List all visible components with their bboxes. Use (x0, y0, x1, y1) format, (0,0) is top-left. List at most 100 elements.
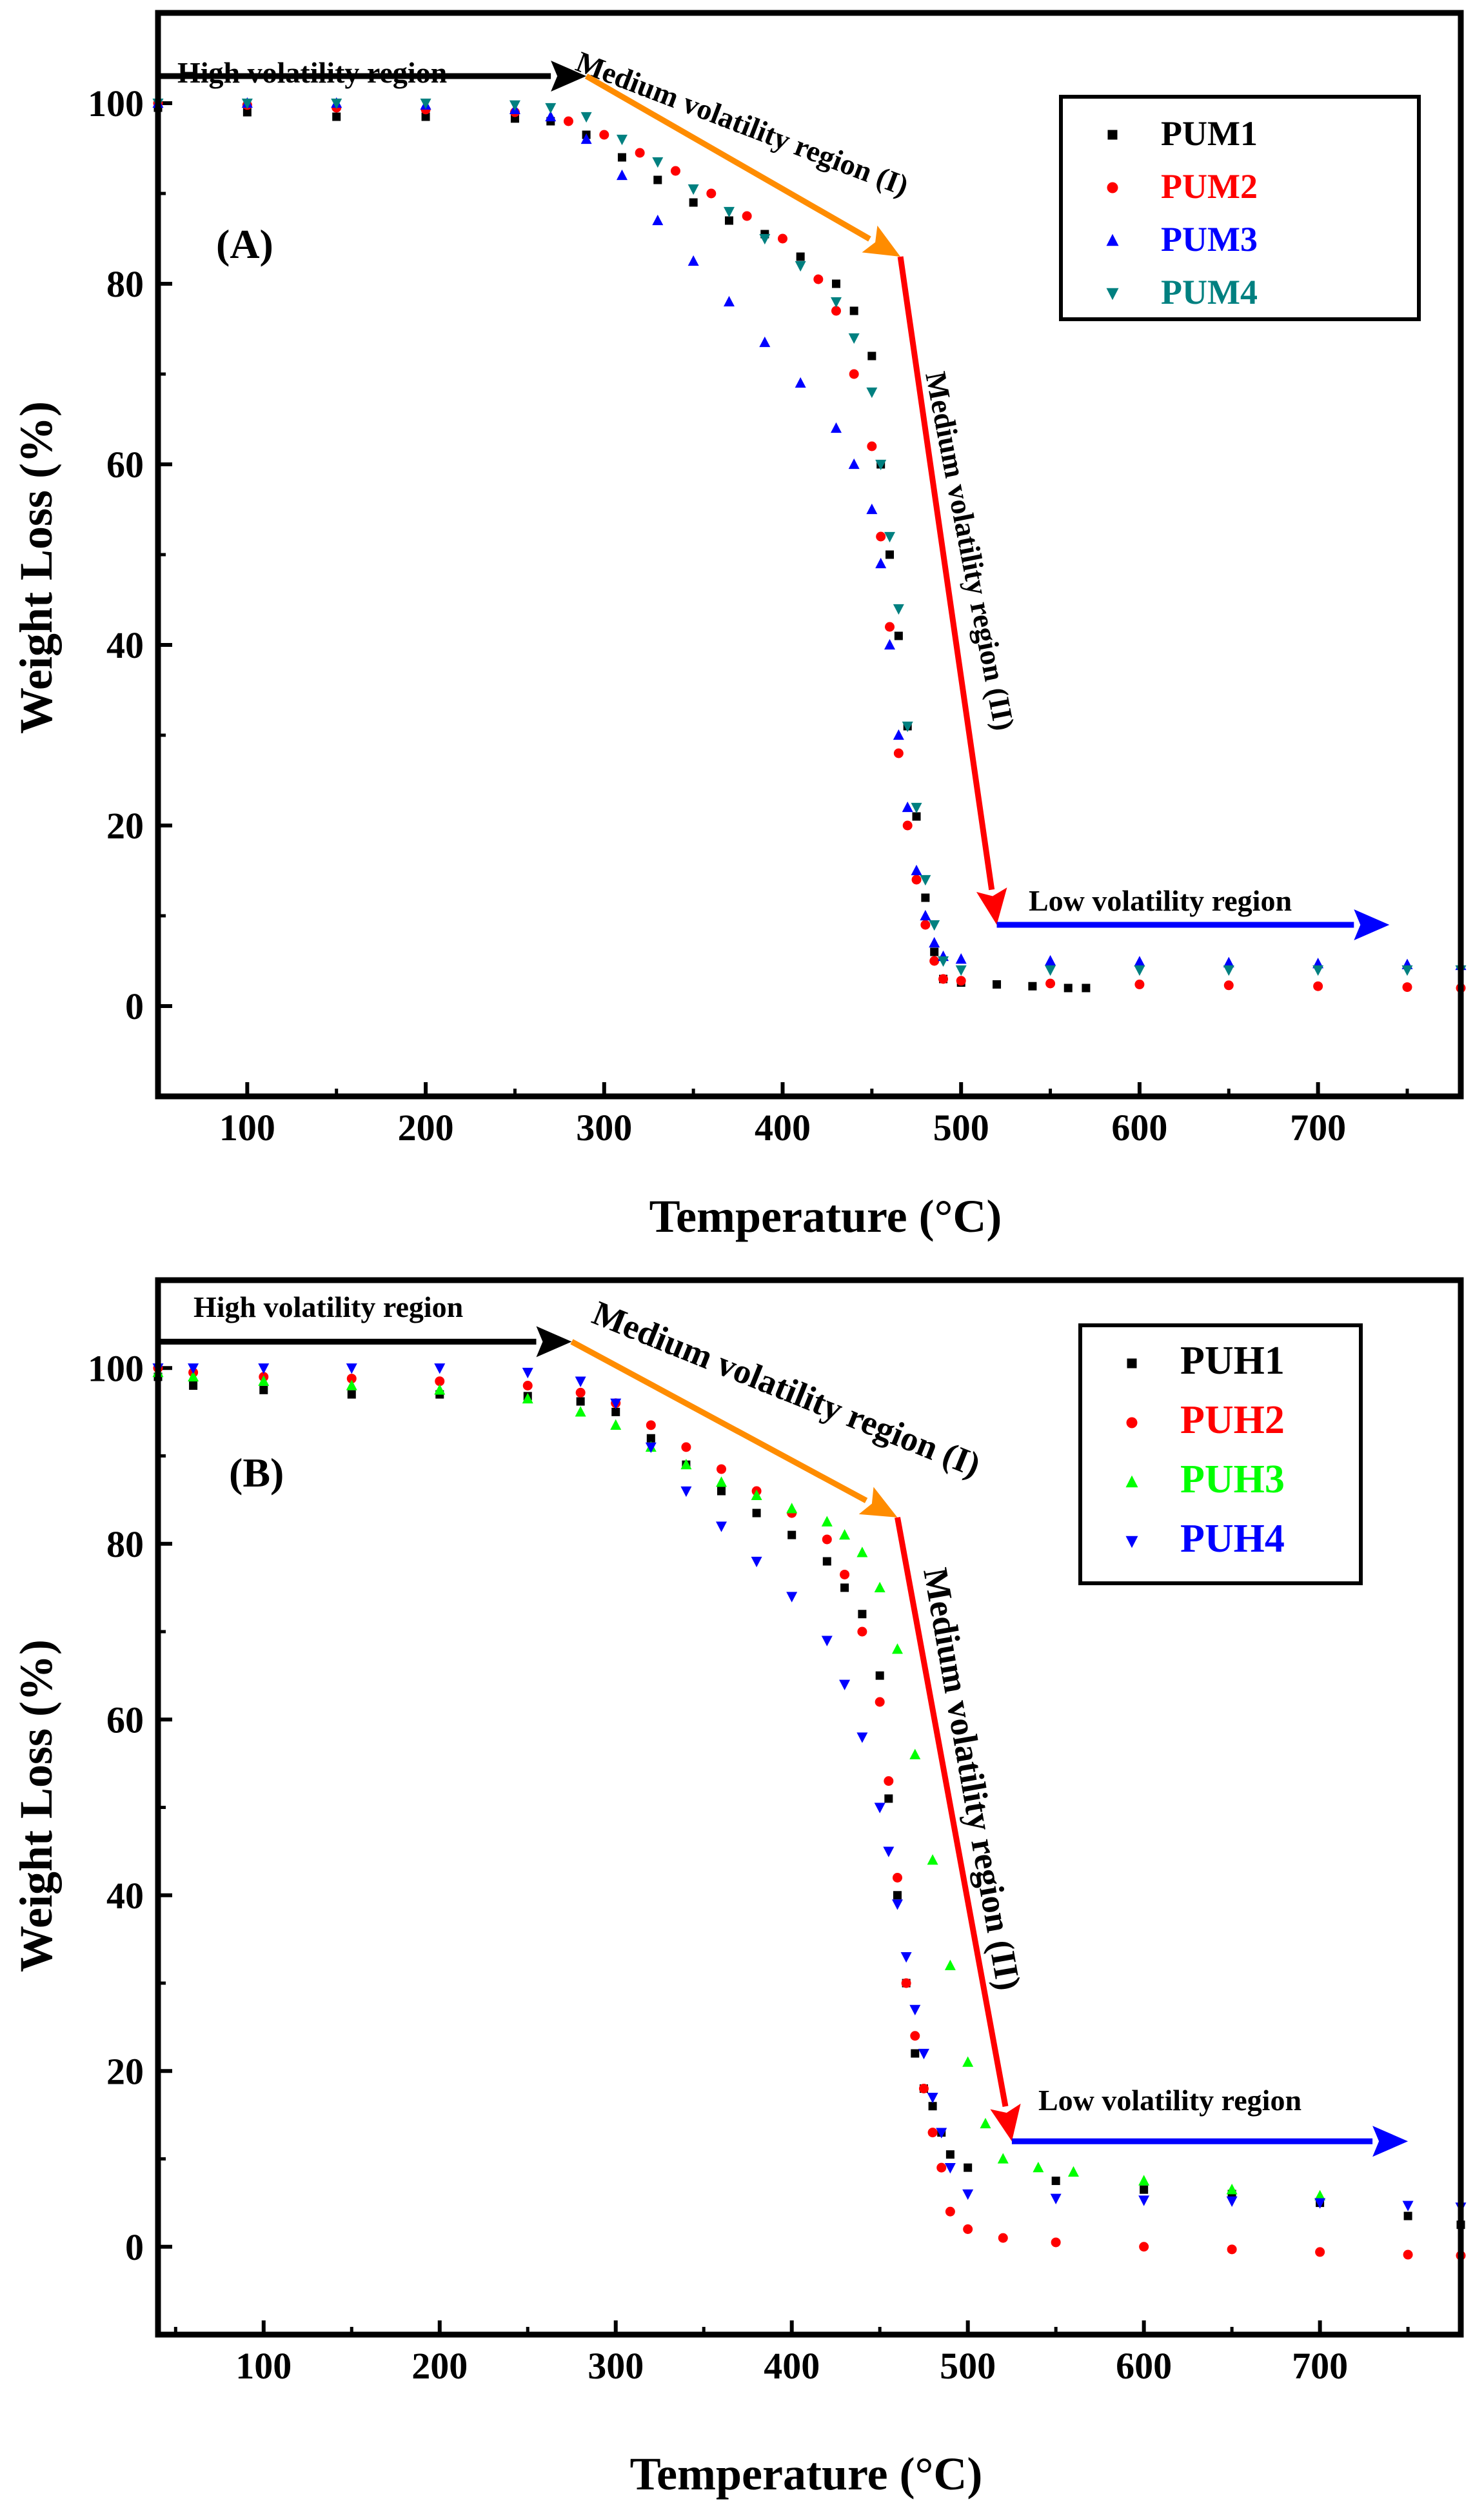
data-point (944, 1959, 956, 1970)
data-point (347, 1390, 356, 1399)
data-point (688, 255, 699, 266)
region-arrow (897, 256, 1007, 925)
legend-marker (1127, 1358, 1137, 1369)
data-point (1402, 2200, 1414, 2211)
data-point (616, 169, 628, 181)
data-point (866, 503, 878, 515)
legend-marker (1106, 288, 1119, 301)
data-point (653, 175, 662, 184)
data-point (936, 2128, 947, 2139)
data-point (635, 148, 645, 158)
legend-entry: PUH2 (1126, 1398, 1285, 1442)
data-point (884, 638, 896, 650)
data-point (839, 1528, 851, 1540)
data-point (331, 98, 342, 110)
data-point (1314, 2190, 1326, 2200)
data-point (706, 188, 717, 199)
data-point (893, 604, 904, 615)
data-point (795, 261, 806, 272)
y-tick-label: 80 (106, 1523, 144, 1565)
data-point (945, 2206, 955, 2217)
data-point (777, 233, 787, 244)
region-arrow (158, 61, 587, 92)
panel-a: (A) High volatility region Medium volati… (10, 10, 1467, 1242)
legend-entry: PUM3 (1106, 220, 1258, 259)
data-point (918, 2048, 929, 2060)
data-point (421, 112, 430, 121)
data-point (751, 1489, 762, 1500)
data-point (858, 1610, 867, 1619)
data-point (435, 1376, 445, 1387)
data-point (927, 2092, 938, 2104)
plot-frame (155, 10, 1464, 1100)
data-point (188, 1363, 199, 1374)
data-point (1403, 2211, 1412, 2220)
data-point (963, 2224, 973, 2234)
data-point (891, 1899, 903, 1910)
data-point (545, 103, 557, 114)
data-point (1227, 2244, 1237, 2255)
data-point (831, 306, 842, 316)
data-point (1067, 2166, 1079, 2177)
data-point (874, 1803, 885, 1814)
region-arrow (584, 74, 901, 257)
data-point (927, 1854, 938, 1865)
legend-marker (1125, 1536, 1138, 1548)
data-point (434, 1384, 446, 1395)
data-point (928, 2102, 937, 2111)
data-point (616, 134, 628, 146)
data-point (901, 1978, 911, 1988)
data-point (912, 812, 921, 821)
x-tick-label: 400 (764, 2345, 820, 2387)
x-tick-label: 200 (398, 1107, 454, 1149)
data-point (929, 936, 940, 948)
data-point (689, 198, 698, 207)
data-point (874, 1581, 885, 1593)
data-point (930, 947, 939, 956)
data-point (258, 1363, 270, 1374)
data-point (821, 1636, 833, 1646)
legend-label: PUM3 (1161, 220, 1258, 259)
data-point (831, 297, 842, 308)
tick-layer: 100 200 300 400 500 600 700 0 20 40 60 80 100 (88, 1278, 1410, 2387)
legend-marker (1107, 130, 1118, 140)
data-point (980, 2117, 991, 2129)
data-point (580, 133, 592, 144)
data-point (839, 1679, 851, 1690)
x-tick-label: 600 (1111, 1107, 1167, 1149)
data-point (580, 112, 592, 123)
legend-box (1059, 95, 1421, 321)
data-point (723, 295, 735, 307)
data-point (1051, 2237, 1061, 2248)
y-tick-label: 0 (125, 985, 144, 1027)
data-point (938, 956, 949, 967)
data-point (900, 1952, 912, 1963)
x-tick-label: 100 (235, 2345, 292, 2387)
y-axis-title: Weight Loss (%) (10, 1639, 62, 1972)
y-tick-label: 100 (88, 83, 144, 124)
data-point (918, 2084, 929, 2093)
series-pum4 (152, 98, 1467, 976)
data-point (962, 2056, 974, 2067)
panel-b: (B) High volatility region Medium volati… (10, 1277, 1467, 2500)
data-point (902, 820, 913, 831)
data-point (921, 893, 930, 902)
data-point (688, 184, 699, 195)
high-volatility-label: High volatility region (177, 56, 447, 89)
x-axis-title: Temperature (°C) (649, 1191, 1002, 1242)
legend-label: PUH3 (1180, 1458, 1285, 1501)
data-point (875, 557, 887, 569)
data-point (522, 1367, 533, 1379)
data-point (867, 441, 877, 451)
data-point (787, 1530, 796, 1539)
data-point (1033, 2161, 1044, 2173)
data-point (576, 1397, 585, 1406)
y-tick-label: 80 (106, 263, 144, 305)
data-point (1138, 2175, 1150, 2186)
data-point (1082, 984, 1091, 993)
region-arrow (996, 909, 1390, 940)
data-point (927, 2128, 938, 2138)
legend-marker (1107, 182, 1118, 193)
data-point (795, 377, 806, 388)
legend-box (1078, 1323, 1363, 1585)
